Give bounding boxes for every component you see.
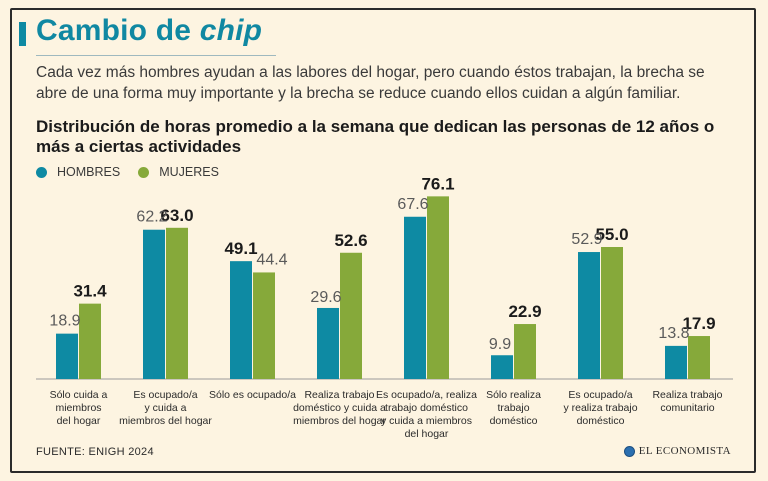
legend-swatch-mujeres <box>138 166 150 178</box>
economista-logo-icon <box>623 445 635 457</box>
category-label-3: Sólo es ocupado/a <box>209 389 296 401</box>
bar-hombres-5 <box>404 216 426 379</box>
category-label-line: y cuida a miembros <box>381 415 472 427</box>
category-label-line: Sólo es ocupado/a <box>209 389 296 401</box>
legend-swatch-hombres <box>36 166 47 178</box>
value-label-hombres-4: 29.6 <box>310 289 341 306</box>
title-divider <box>36 55 276 56</box>
value-label-hombres-1: 18.9 <box>49 313 80 330</box>
legend-label-hombres: HOMBRES <box>57 165 121 179</box>
category-label-line: miembros del hogar <box>119 415 212 427</box>
figure-frame <box>10 8 756 473</box>
bar-mujeres-1 <box>79 303 101 379</box>
value-label-hombres-2: 62.2 <box>136 209 167 226</box>
bar-hombres-6 <box>491 355 513 379</box>
value-label-mujeres-4: 52.6 <box>334 231 367 250</box>
category-label-line: Realiza trabajo <box>652 389 722 401</box>
category-label-line: miembros del hogar <box>293 415 386 427</box>
bar-mujeres-5 <box>427 196 449 379</box>
category-label-line: doméstico <box>490 415 538 427</box>
bar-hombres-3 <box>230 261 252 379</box>
category-label-line: y cuida a <box>144 402 186 414</box>
value-label-hombres-8: 13.8 <box>658 325 689 342</box>
category-label-line: del hogar <box>57 415 101 427</box>
value-label-mujeres-1: 31.4 <box>73 282 107 301</box>
value-label-hombres-5: 67.6 <box>397 196 428 213</box>
category-label-line: Es ocupado/a, realiza <box>376 389 477 401</box>
value-label-mujeres-5: 76.1 <box>421 174 454 193</box>
bar-hombres-2 <box>143 229 165 379</box>
page-title: Cambio de chip <box>36 14 262 48</box>
bar-hombres-4 <box>317 307 339 379</box>
value-label-mujeres-3: 44.4 <box>256 251 287 268</box>
subtitle: Cada vez más hombres ayudan a las labore… <box>36 64 705 102</box>
category-label-6: Sólo realiza trabajo doméstico <box>486 389 541 427</box>
legend-item-mujeres: MUJERES <box>138 165 219 179</box>
category-label-4: Realiza trabajo doméstico y cuida a miembr… <box>293 389 386 427</box>
bar-hombres-1 <box>56 333 78 379</box>
category-label-line: trabajo doméstico <box>385 402 468 414</box>
legend-item-hombres: HOMBRES <box>36 165 120 179</box>
category-label-line: comunitario <box>660 402 714 414</box>
category-label-line: miembros <box>55 402 101 414</box>
brand-name: EL ECONOMISTA <box>638 445 731 457</box>
category-label-line: doméstico <box>577 415 625 427</box>
bar-mujeres-3 <box>253 272 275 379</box>
category-label-8: Realiza trabajo comunitario <box>652 389 722 414</box>
title-accent-bar <box>19 22 26 46</box>
bar-hombres-7 <box>578 252 600 379</box>
category-label-line: Sólo realiza <box>486 389 541 401</box>
value-label-mujeres-6: 22.9 <box>508 302 541 321</box>
legend-label-mujeres: MUJERES <box>159 165 219 179</box>
title-prefix: Cambio de <box>36 14 192 47</box>
category-label-line: Es ocupado/a <box>568 389 632 401</box>
category-label-5: Es ocupado/a, realiza trabajo doméstico y … <box>376 389 477 440</box>
title-italic: chip <box>199 14 263 47</box>
brand-mark: EL ECONOMISTA <box>623 445 731 457</box>
value-label-mujeres-7: 55.0 <box>595 225 628 244</box>
source-note: FUENTE: ENIGH 2024 <box>36 446 154 458</box>
category-label-line: doméstico y cuida a <box>293 402 386 414</box>
bar-mujeres-8 <box>688 336 710 379</box>
category-label-line: Realiza trabajo <box>304 389 374 401</box>
category-label-2: Es ocupado/a y cuida a miembros del hogar <box>119 389 212 427</box>
value-label-hombres-7: 52.9 <box>571 231 602 248</box>
chart-legend: HOMBRES MUJERES <box>36 165 237 179</box>
value-label-hombres-6: 9.9 <box>489 336 511 353</box>
bar-mujeres-6 <box>514 324 536 379</box>
bar-hombres-8 <box>665 345 687 379</box>
category-label-line: y realiza trabajo <box>563 402 637 414</box>
category-label-line: trabajo <box>497 402 529 414</box>
value-label-hombres-3: 49.1 <box>224 239 257 258</box>
category-label-line: del hogar <box>405 428 449 440</box>
category-label-line: Sólo cuida a <box>50 389 108 401</box>
chart-heading: Distribución de horas promedio a la sema… <box>36 117 715 156</box>
bar-mujeres-7 <box>601 247 623 379</box>
value-label-mujeres-8: 17.9 <box>682 314 715 333</box>
value-label-mujeres-2: 63.0 <box>160 206 193 225</box>
category-label-1: Sólo cuida a miembros del hogar <box>50 389 108 427</box>
bar-mujeres-2 <box>166 227 188 379</box>
bar-mujeres-4 <box>340 252 362 379</box>
category-label-line: Es ocupado/a <box>133 389 197 401</box>
category-label-7: Es ocupado/a y realiza trabajo doméstico <box>563 389 637 427</box>
